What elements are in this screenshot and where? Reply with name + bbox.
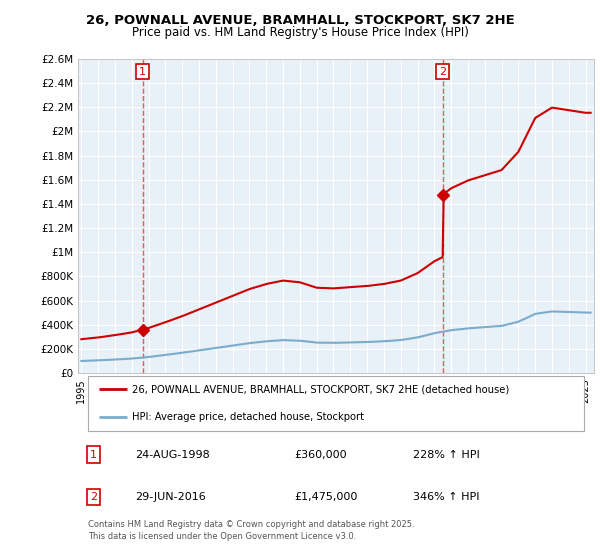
Text: 26, POWNALL AVENUE, BRAMHALL, STOCKPORT, SK7 2HE: 26, POWNALL AVENUE, BRAMHALL, STOCKPORT,… [86,14,514,27]
Text: £1,475,000: £1,475,000 [295,492,358,502]
Text: 2: 2 [90,492,97,502]
Text: 2: 2 [439,67,446,77]
Text: £360,000: £360,000 [295,450,347,460]
Text: 346% ↑ HPI: 346% ↑ HPI [413,492,480,502]
Text: 26, POWNALL AVENUE, BRAMHALL, STOCKPORT, SK7 2HE (detached house): 26, POWNALL AVENUE, BRAMHALL, STOCKPORT,… [132,384,509,394]
FancyBboxPatch shape [88,376,584,431]
Text: 1: 1 [90,450,97,460]
Text: 24-AUG-1998: 24-AUG-1998 [135,450,209,460]
Text: Price paid vs. HM Land Registry's House Price Index (HPI): Price paid vs. HM Land Registry's House … [131,26,469,39]
Text: 1: 1 [139,67,146,77]
Text: 29-JUN-2016: 29-JUN-2016 [135,492,206,502]
Text: 228% ↑ HPI: 228% ↑ HPI [413,450,480,460]
Text: Contains HM Land Registry data © Crown copyright and database right 2025.
This d: Contains HM Land Registry data © Crown c… [88,520,415,541]
Text: HPI: Average price, detached house, Stockport: HPI: Average price, detached house, Stoc… [132,412,364,422]
